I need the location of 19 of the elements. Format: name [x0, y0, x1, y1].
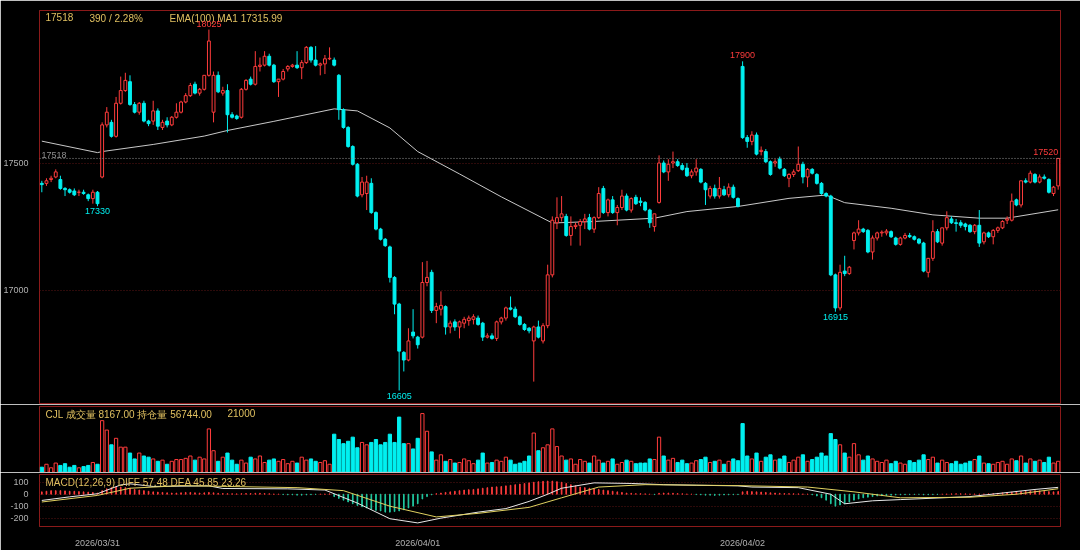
y-tick-label: 17500	[3, 158, 29, 169]
x-tick-label: 2026/04/02	[720, 537, 766, 548]
y-tick-label: 0	[23, 489, 29, 500]
y-tick-label: 100	[13, 477, 29, 488]
annotation: 16915	[822, 311, 848, 322]
annotation: 17330	[85, 206, 111, 217]
x-tick-label: 2026/03/31	[74, 537, 121, 548]
annotation: CJL 成交量 8167.00 持仓量 56744.00	[45, 408, 213, 420]
x-tick-label: 2026/04/01	[395, 537, 441, 548]
annotation: 390 / 2.28%	[89, 12, 143, 24]
annotation: 16605	[386, 390, 412, 401]
annotation: 21000	[227, 407, 256, 419]
ref-line-label: 17518	[41, 150, 67, 161]
y-tick-label: -100	[10, 501, 29, 512]
annotation: 17518	[45, 11, 74, 23]
annotation: 17900	[730, 50, 756, 61]
y-tick-label: -200	[10, 513, 29, 524]
y-tick-label: 17000	[3, 285, 29, 296]
annotation: 17520	[1033, 146, 1059, 157]
